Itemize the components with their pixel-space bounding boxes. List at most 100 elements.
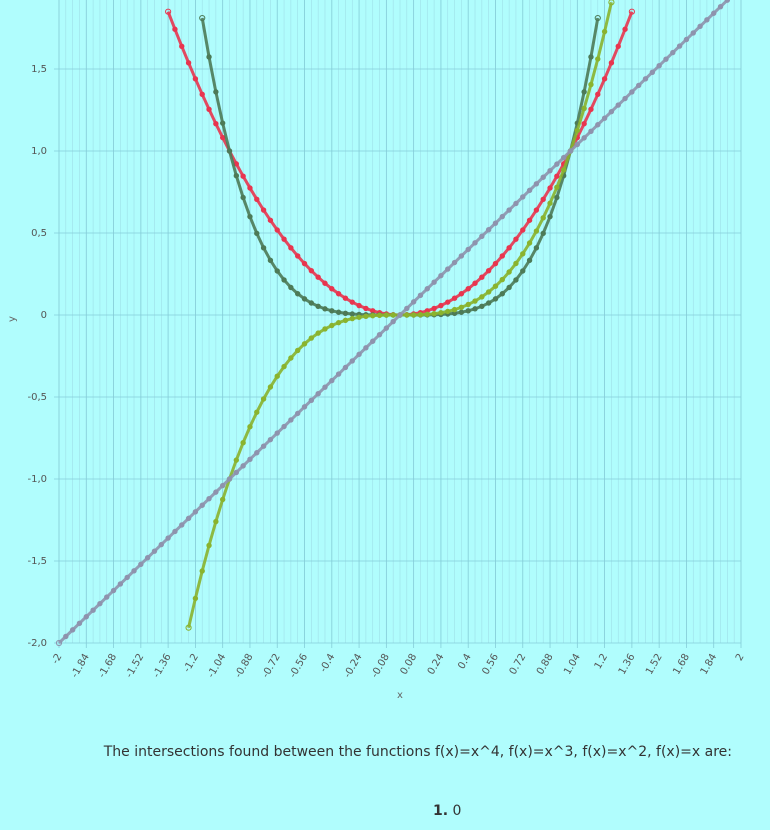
data-point <box>554 194 560 201</box>
data-point <box>540 196 546 202</box>
data-point <box>301 341 308 347</box>
x-tick-label: 1.04 <box>562 652 583 677</box>
data-point <box>506 284 512 291</box>
data-point <box>301 296 308 302</box>
x-tick-label: 0.56 <box>480 652 501 677</box>
data-point <box>110 587 117 594</box>
data-point <box>342 364 349 371</box>
data-point <box>247 456 253 463</box>
data-point <box>445 266 451 272</box>
data-point <box>622 95 628 102</box>
data-point <box>192 595 199 602</box>
data-point <box>540 215 546 221</box>
data-point <box>213 518 219 525</box>
x-tick-label: -0.88 <box>233 652 255 680</box>
data-point <box>513 200 519 207</box>
data-point <box>179 522 185 528</box>
data-point <box>417 312 424 318</box>
data-point <box>574 141 581 148</box>
data-point <box>233 469 240 476</box>
data-point <box>356 351 362 358</box>
data-point <box>254 409 260 415</box>
data-point <box>63 633 69 640</box>
data-point <box>520 194 526 200</box>
x-tick-label: 0.88 <box>535 652 556 677</box>
data-point <box>233 457 240 463</box>
data-point <box>642 76 649 82</box>
data-point <box>438 310 444 316</box>
data-point <box>547 200 553 206</box>
data-point <box>383 325 390 331</box>
data-point <box>711 10 717 16</box>
data-point <box>547 167 553 174</box>
data-point <box>349 311 355 317</box>
data-point <box>69 627 76 633</box>
data-point <box>274 227 280 233</box>
data-point <box>288 417 294 423</box>
data-point <box>356 314 362 320</box>
data-point <box>581 105 587 112</box>
data-point <box>540 230 546 237</box>
data-point <box>254 230 260 237</box>
data-point <box>329 322 335 329</box>
intersection-index: 1. <box>433 803 449 819</box>
data-point <box>172 26 178 32</box>
data-point <box>595 91 601 98</box>
data-point <box>588 106 594 112</box>
data-point <box>608 108 615 115</box>
data-point <box>492 260 499 267</box>
x-tick-label: -0.72 <box>260 652 282 680</box>
data-point <box>335 291 342 297</box>
data-point <box>533 245 540 251</box>
data-point <box>472 280 478 286</box>
x-tick-label: -1.36 <box>151 652 173 680</box>
data-point <box>281 363 287 370</box>
data-point <box>322 306 328 312</box>
data-point <box>240 173 246 179</box>
data-point <box>479 233 485 239</box>
data-point <box>615 43 621 50</box>
data-point <box>574 127 581 134</box>
data-point <box>247 424 253 430</box>
data-point <box>492 220 499 226</box>
data-point <box>295 291 301 297</box>
data-point <box>472 298 478 304</box>
data-point <box>628 8 635 15</box>
data-point <box>451 259 458 266</box>
data-point <box>206 106 212 112</box>
data-point <box>260 396 267 402</box>
data-point <box>581 89 587 95</box>
x-tick-label: 1.2 <box>593 652 610 671</box>
data-point <box>547 213 553 220</box>
data-point <box>308 267 315 274</box>
data-point <box>213 489 219 495</box>
x-tick-label: 2 <box>734 652 747 663</box>
x-tick-label: -1.52 <box>124 652 146 680</box>
data-point <box>445 299 451 305</box>
data-point <box>479 274 485 280</box>
data-point <box>485 300 492 306</box>
data-point <box>404 305 410 312</box>
x-tick-label: 0.72 <box>508 652 529 677</box>
data-point <box>560 167 567 173</box>
x-tick-label: -0.56 <box>288 652 310 680</box>
data-point <box>185 515 192 522</box>
data-point <box>301 404 308 410</box>
data-point <box>329 286 335 292</box>
x-tick-label: -0.08 <box>369 652 391 680</box>
data-point <box>192 509 199 515</box>
data-point <box>240 440 246 446</box>
data-point <box>308 300 315 306</box>
data-point <box>185 624 192 631</box>
data-point <box>608 0 615 6</box>
data-point <box>656 63 662 69</box>
data-point <box>533 228 540 234</box>
x-tick-label: 1.52 <box>644 652 665 677</box>
data-point <box>410 312 417 318</box>
data-point <box>595 56 601 62</box>
x-tick-label: -0.24 <box>342 652 364 680</box>
data-point <box>465 286 471 292</box>
data-point <box>308 397 315 403</box>
data-point <box>288 245 294 251</box>
data-point <box>479 303 485 309</box>
